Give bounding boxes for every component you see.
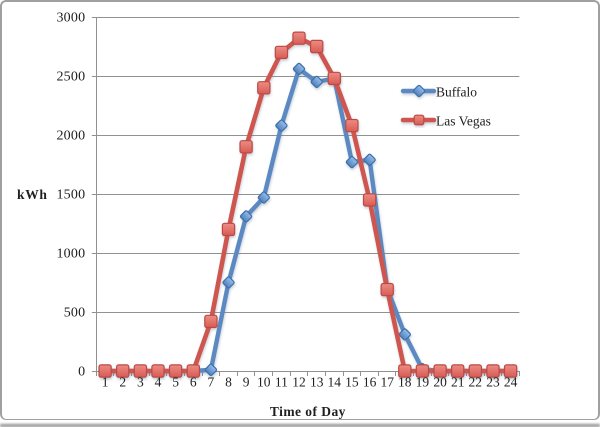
svg-text:3000: 3000 bbox=[56, 11, 85, 26]
svg-text:24: 24 bbox=[504, 375, 518, 390]
svg-text:17: 17 bbox=[380, 375, 394, 390]
svg-text:10: 10 bbox=[257, 375, 271, 390]
svg-text:5: 5 bbox=[172, 375, 179, 390]
svg-text:3: 3 bbox=[137, 375, 144, 390]
svg-text:500: 500 bbox=[64, 306, 86, 321]
svg-text:kWh: kWh bbox=[17, 187, 48, 202]
svg-text:15: 15 bbox=[345, 375, 359, 390]
svg-text:Las Vegas: Las Vegas bbox=[436, 114, 491, 129]
svg-text:1: 1 bbox=[102, 375, 109, 390]
svg-text:9: 9 bbox=[243, 375, 250, 390]
svg-text:16: 16 bbox=[363, 375, 377, 390]
svg-text:Time of Day: Time of Day bbox=[270, 404, 346, 419]
svg-text:1500: 1500 bbox=[56, 188, 85, 203]
svg-text:12: 12 bbox=[292, 375, 306, 390]
svg-text:2500: 2500 bbox=[56, 70, 85, 85]
svg-text:1000: 1000 bbox=[56, 247, 85, 262]
svg-text:4: 4 bbox=[155, 375, 162, 390]
svg-text:7: 7 bbox=[208, 375, 215, 390]
svg-text:8: 8 bbox=[225, 375, 232, 390]
svg-text:0: 0 bbox=[78, 365, 85, 380]
svg-text:23: 23 bbox=[486, 375, 500, 390]
svg-text:14: 14 bbox=[328, 375, 342, 390]
svg-text:20: 20 bbox=[433, 375, 447, 390]
svg-text:2: 2 bbox=[119, 375, 126, 390]
svg-text:Buffalo: Buffalo bbox=[436, 85, 477, 100]
svg-text:21: 21 bbox=[451, 375, 465, 390]
svg-text:18: 18 bbox=[398, 375, 412, 390]
svg-text:19: 19 bbox=[416, 375, 430, 390]
svg-text:11: 11 bbox=[275, 375, 288, 390]
svg-text:22: 22 bbox=[469, 375, 483, 390]
svg-text:2000: 2000 bbox=[56, 129, 85, 144]
svg-text:13: 13 bbox=[310, 375, 324, 390]
svg-text:6: 6 bbox=[190, 375, 197, 390]
